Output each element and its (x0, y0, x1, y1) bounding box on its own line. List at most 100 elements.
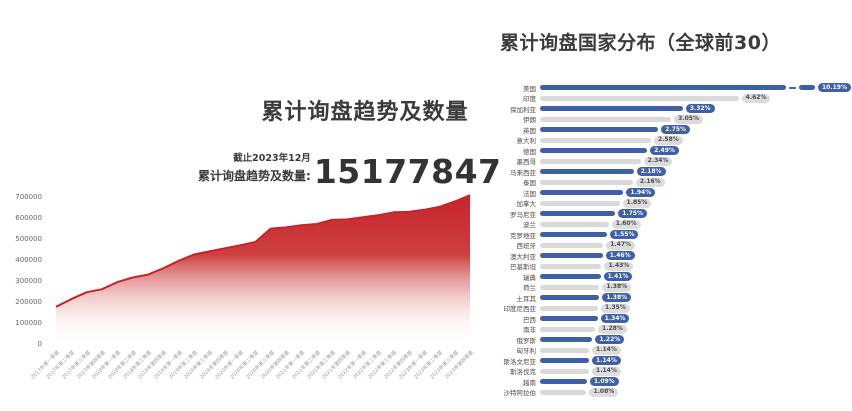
country-row: 斯洛文尼亚 1.14% (492, 356, 850, 366)
country-row: 德国 2.49% (492, 146, 850, 156)
country-value-badge: 2.16% (635, 177, 665, 187)
country-bar (540, 116, 672, 122)
country-bar (540, 242, 604, 248)
country-bar (540, 368, 590, 374)
country-value-badge: 1.28% (598, 324, 627, 334)
country-value-badge: 1.14% (592, 356, 621, 366)
country-value-badge: 2.49% (650, 146, 679, 156)
y-axis-tick: 200000 (15, 297, 42, 306)
country-label: 加拿大 (516, 200, 537, 209)
country-bar (540, 389, 587, 395)
country-row: 英国 2.75% (492, 125, 850, 135)
country-bar (540, 85, 786, 90)
country-label: 意大利 (516, 137, 537, 146)
country-value-badge: 4.62% (741, 93, 771, 103)
country-row: 法国 1.94% (492, 188, 850, 198)
bar-break-cap (799, 85, 815, 90)
trend-area (56, 195, 470, 344)
country-value-badge: 2.58% (653, 135, 683, 145)
country-bar (540, 179, 633, 185)
y-axis-tick: 400000 (15, 255, 42, 264)
country-label: 法国 (523, 189, 536, 198)
country-value-badge: 1.34% (600, 314, 630, 324)
country-bar (540, 221, 609, 227)
country-label: 克罗地亚 (510, 231, 536, 240)
country-label: 越南 (523, 378, 536, 387)
country-label: 德国 (523, 147, 536, 156)
country-bar (540, 200, 620, 206)
country-value-badge: 1.08% (589, 387, 619, 397)
country-bar (540, 169, 634, 175)
country-label: 印度 (523, 95, 536, 104)
country-value-badge: 2.34% (643, 156, 673, 166)
country-value-badge: 3.05% (674, 114, 703, 124)
country-label: 澳大利亚 (510, 252, 536, 261)
country-label: 巴西 (523, 315, 536, 324)
country-bar (540, 253, 603, 259)
country-row: 斯洛伐克 1.14% (492, 366, 850, 377)
country-row: 沙特阿拉伯 1.08% (492, 387, 850, 398)
trend-line (55, 194, 471, 308)
country-row: 克罗地亚 1.55% (492, 230, 850, 240)
country-row: 美国 10.19% (492, 83, 851, 93)
country-label: 罗马尼亚 (510, 210, 536, 219)
country-value-badge: 1.43% (604, 261, 634, 271)
country-label: 伊朗 (523, 116, 536, 125)
country-row: 印度尼西亚 1.35% (492, 303, 850, 313)
country-bar (540, 274, 601, 280)
country-row: 荷兰 1.38% (492, 282, 850, 292)
trend-x-axis: 2017年第一季度 2017年第二季度 2017年第三季度 2017年第四季度 2018… (30, 344, 486, 404)
country-chart-title: 累计询盘国家分布（全球前30） (500, 32, 781, 54)
bar-break-dash (789, 86, 796, 89)
country-row: 伊朗 3.05% (492, 114, 850, 125)
country-bar (540, 148, 648, 154)
trend-kpi: 截止2023年12月 累计询盘趋势及数量: 15177847 (198, 150, 501, 188)
country-bar-list: 美国 10.19% 印度 4.62% 保加利亚 3.32% 伊朗 3.05% 英国 2.75% 意大… (492, 83, 851, 398)
country-bar (540, 284, 600, 290)
country-row: 墨西哥 2.34% (492, 156, 850, 167)
country-label: 波兰 (523, 221, 536, 230)
country-label: 英国 (523, 126, 536, 135)
country-value-badge: 1.09% (589, 377, 619, 387)
country-label: 巴基斯坦 (510, 263, 536, 272)
country-row: 罗马尼亚 1.75% (492, 209, 850, 219)
trend-title: 累计询盘趋势及数量 (261, 100, 469, 125)
country-label: 土耳其 (516, 294, 537, 303)
country-bar (540, 158, 641, 164)
y-axis-tick: 100000 (15, 318, 42, 327)
country-label: 西班牙 (516, 242, 537, 251)
country-row: 泰国 2.16% (492, 177, 850, 187)
country-bar (540, 263, 602, 269)
country-bar (540, 337, 593, 343)
country-value-badge: 1.38% (602, 282, 632, 292)
country-bar (540, 316, 598, 322)
country-label: 斯洛伐克 (510, 368, 536, 377)
country-value-badge: 1.75% (618, 209, 648, 219)
country-row: 越南 1.09% (492, 377, 850, 387)
country-row: 保加利亚 3.32% (492, 104, 850, 114)
country-value-badge: 1.14% (592, 345, 621, 355)
country-label: 墨西哥 (516, 158, 537, 167)
country-bar (540, 190, 624, 196)
country-bar (540, 358, 590, 364)
y-axis-tick: 500000 (15, 235, 42, 243)
country-bar (540, 295, 600, 301)
country-row: 俄罗斯 1.22% (492, 335, 850, 345)
country-value-badge: 2.75% (661, 125, 691, 135)
country-value-badge: 1.38% (602, 293, 632, 303)
country-label: 美国 (523, 84, 536, 93)
trend-kpi-value: 15177847 (313, 151, 502, 191)
trend-area-svg (55, 194, 471, 344)
country-label: 保加利亚 (510, 105, 536, 114)
country-label: 沙特阿拉伯 (503, 389, 537, 398)
country-bar (540, 95, 739, 101)
country-label: 马来西亚 (510, 168, 536, 177)
country-label: 匈牙利 (516, 347, 537, 356)
country-value-badge: 1.14% (592, 366, 621, 376)
country-value-badge: 1.47% (606, 240, 636, 250)
country-row: 印度 4.62% (492, 93, 850, 104)
country-bar (540, 211, 616, 217)
country-value-badge: 1.94% (626, 188, 656, 198)
country-label: 斯洛文尼亚 (503, 357, 537, 366)
